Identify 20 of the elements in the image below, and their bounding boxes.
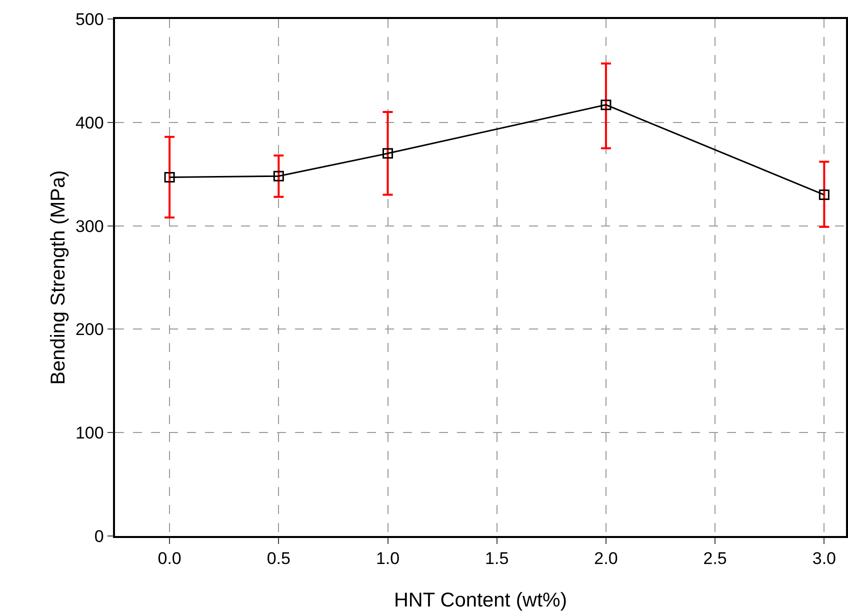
x-tick-label: 1.5: [485, 549, 509, 568]
y-axis-title: Bending Strength (MPa): [48, 170, 70, 385]
y-tick-label: 200: [75, 320, 104, 340]
point: [818, 190, 830, 200]
x-tick-label: 1.0: [376, 549, 400, 568]
x-tick-label: 3.0: [812, 549, 836, 568]
y-tick-label: 500: [75, 10, 104, 29]
x-tick-label: 2.5: [703, 549, 727, 568]
x-axis-title: HNT Content (wt%): [394, 590, 568, 612]
y-tick-label: 400: [75, 113, 104, 132]
x-tick-label: 0.5: [266, 549, 290, 568]
y-tick-label: 0: [94, 526, 104, 546]
point: [164, 172, 175, 182]
y-tick-label: 300: [75, 216, 104, 236]
point: [382, 148, 394, 159]
y-tick-label: 100: [75, 424, 104, 443]
x-tick-label: 2.0: [594, 549, 618, 568]
point: [273, 170, 284, 182]
point: [600, 100, 612, 110]
x-tick-label: 0.0: [158, 549, 182, 568]
